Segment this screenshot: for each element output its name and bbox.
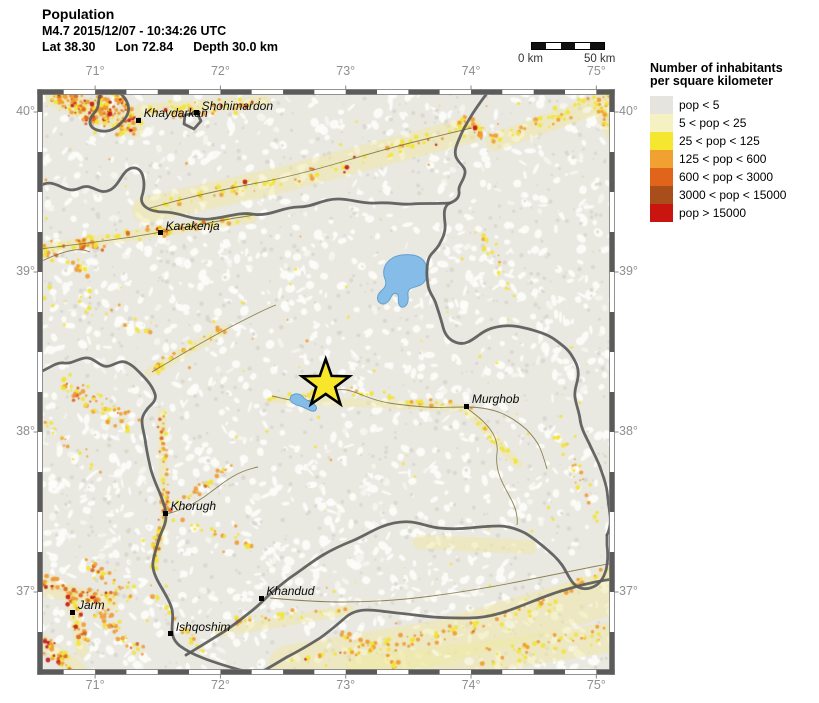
legend-label: pop < 5	[679, 98, 720, 112]
axis-label-top-lon-72: 72°	[210, 64, 230, 78]
city-marker-jarm	[70, 609, 76, 615]
coords-line: Lat 38.30 Lon 72.84 Depth 30.0 km	[42, 39, 298, 55]
scale-bar-segment	[532, 43, 547, 49]
axis-label-bottom-lon-72: 72°	[210, 678, 230, 692]
legend-swatch	[650, 132, 673, 150]
legend-row: pop > 15000	[650, 204, 786, 222]
axis-label-right-lat-39: 39°	[619, 264, 638, 278]
city-label-murghob: Murghob	[471, 392, 520, 407]
axis-label-top-lon-75: 75°	[586, 64, 606, 78]
axis-label-bottom-lon-74: 74°	[461, 678, 481, 692]
city-label-jarm: Jarm	[77, 598, 105, 612]
legend-swatch	[650, 186, 673, 204]
city-marker-karakenja	[158, 230, 164, 236]
map-title: Population	[42, 6, 115, 22]
lon-value: Lon 72.84	[115, 40, 174, 54]
scale-bar: 0 km 50 km	[518, 42, 615, 65]
depth-value: Depth 30.0 km	[193, 40, 278, 54]
legend-rows: pop < 5 5 < pop < 25 25 < pop < 125 125 < p…	[650, 96, 786, 222]
axis-label-top-lon-71: 71°	[85, 64, 105, 78]
axis-label-bottom-lon-73: 73°	[336, 678, 356, 692]
city-marker-murghob	[464, 403, 470, 409]
legend-label: 125 < pop < 600	[679, 152, 767, 166]
axis-label-left-lat-37: 37°	[16, 584, 35, 598]
legend-label: 25 < pop < 125	[679, 134, 760, 148]
axis-label-left-lat-38: 38°	[16, 424, 35, 438]
lat-value: Lat 38.30	[42, 40, 96, 54]
scale-bar-end-label: 50 km	[584, 53, 616, 65]
city-marker-khorugh	[163, 510, 169, 516]
legend-row: 600 < pop < 3000	[650, 168, 786, 186]
legend: Number of inhabitants per square kilomet…	[650, 62, 786, 222]
legend-row: 5 < pop < 25	[650, 114, 786, 132]
axis-label-top-lon-73: 73°	[336, 64, 356, 78]
axis-label-left-lat-39: 39°	[16, 264, 35, 278]
city-label-ishqoshim: Ishqoshim	[175, 619, 231, 634]
population-density-raster	[40, 92, 612, 672]
axis-label-left-lat-40: 40°	[16, 104, 35, 118]
axis-label-top-lon-74: 74°	[461, 64, 481, 78]
scale-bar-segment	[589, 43, 605, 49]
axis-label-right-lat-40: 40°	[619, 104, 638, 118]
title-block: Population M4.7 2015/12/07 - 10:34:26 UT…	[42, 6, 298, 55]
legend-row: 125 < pop < 600	[650, 150, 786, 168]
event-line: M4.7 2015/12/07 - 10:34:26 UTC	[42, 24, 227, 38]
city-label-khorugh: Khorugh	[170, 499, 217, 514]
scale-bar-start-label: 0 km	[518, 53, 543, 65]
legend-title-line2: per square kilometer	[650, 74, 773, 88]
axis-label-right-lat-37: 37°	[619, 584, 638, 598]
city-label-karakenja: Karakenja	[165, 218, 220, 233]
city-marker-khandud	[258, 595, 264, 601]
city-label-shohimardon: Shohimardon	[201, 98, 274, 113]
axis-label-bottom-lon-71: 71°	[85, 678, 105, 692]
scale-bar-segment	[546, 43, 561, 49]
legend-swatch	[650, 96, 673, 114]
scale-bar-segment	[560, 43, 576, 49]
legend-swatch	[650, 204, 673, 222]
legend-row: 3000 < pop < 15000	[650, 186, 786, 204]
legend-swatch	[650, 168, 673, 186]
legend-label: pop > 15000	[679, 206, 747, 220]
city-marker-ishqoshim	[168, 631, 174, 637]
city-marker-khaydarkan	[136, 117, 142, 123]
legend-label: 600 < pop < 3000	[679, 170, 774, 184]
legend-row: 25 < pop < 125	[650, 132, 786, 150]
legend-swatch	[650, 114, 673, 132]
legend-label: 3000 < pop < 15000	[679, 188, 787, 202]
axis-label-bottom-lon-75: 75°	[586, 678, 606, 692]
legend-label: 5 < pop < 25	[679, 116, 747, 130]
legend-row: pop < 5	[650, 96, 786, 114]
city-label-khaydarkan: Khaydarkan	[143, 106, 208, 120]
city-marker-shohimardon	[194, 110, 200, 116]
legend-swatch	[650, 150, 673, 168]
scale-bar-segment	[575, 43, 590, 49]
axis-label-right-lat-38: 38°	[619, 424, 638, 438]
legend-title-line1: Number of inhabitants	[650, 61, 783, 75]
scale-bar-segments	[531, 42, 605, 50]
city-label-khandud: Khandud	[266, 584, 315, 599]
